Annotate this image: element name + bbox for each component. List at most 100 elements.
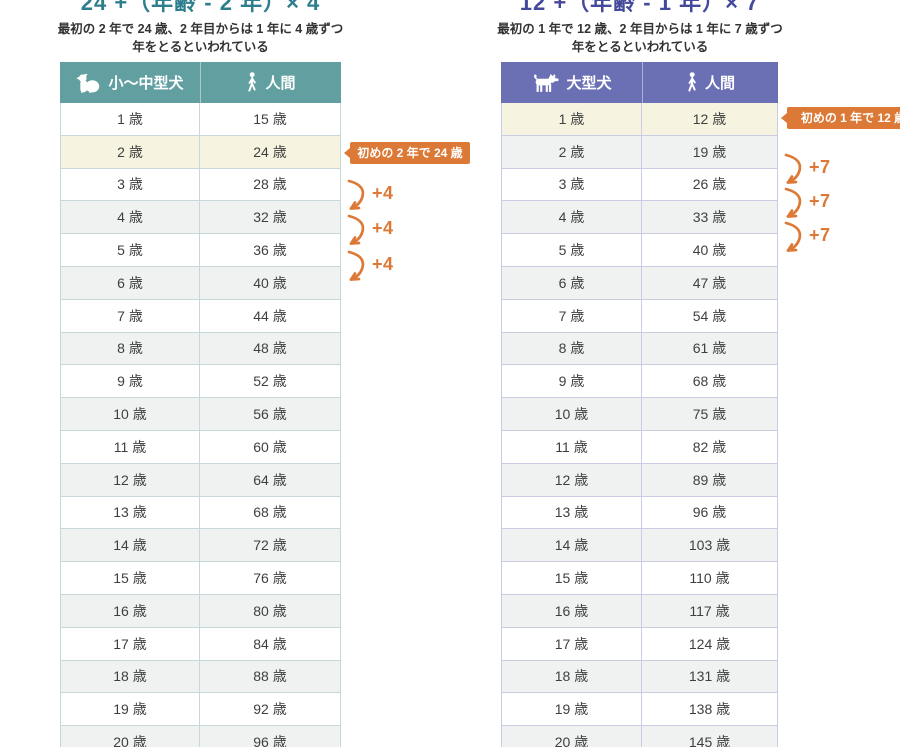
table-row: 2 歳 24 歳	[61, 135, 340, 169]
dog-age-cell: 14 歳	[61, 529, 200, 562]
table-row: 16 歳 117 歳	[502, 594, 777, 628]
table-row: 19 歳 138 歳	[502, 693, 777, 727]
human-age-cell: 138 歳	[688, 701, 731, 718]
dog-age-cell: 3 歳	[502, 168, 642, 201]
human-age-cell: 76 歳	[253, 570, 287, 587]
dog-age-cell: 3 歳	[61, 168, 200, 201]
table-row: 12 歳 64 歳	[61, 463, 340, 497]
curved-arrow-down-icon	[781, 220, 807, 254]
dog-column-label: 大型犬	[566, 75, 612, 92]
dog-age-cell: 2 歳	[502, 135, 642, 168]
dog-age-cell: 9 歳	[61, 365, 200, 398]
dog-sitting-icon	[76, 73, 101, 93]
dog-age-cell: 12 歳	[502, 463, 642, 496]
dog-age-cell: 17 歳	[502, 627, 642, 660]
human-age-cell: 88 歳	[253, 668, 287, 685]
human-age-cell: 82 歳	[692, 438, 727, 455]
dog-age-cell: 12 歳	[61, 463, 200, 496]
table-row: 13 歳 96 歳	[502, 496, 777, 530]
dog-age-cell: 19 歳	[502, 693, 642, 726]
small-dog-age-table: 小〜中型犬 人間 1 歳 15 歳 2 歳 24 歳 3 歳 28 歳 4 歳 32 歳 5 歳…	[60, 62, 341, 747]
increment-annotation: +7	[781, 186, 831, 220]
small-dog-subtitle: 最初の 2 年で 24 歳、2 年目からは 1 年に 4 歳ずつ 年をとるといわ…	[30, 21, 371, 56]
increment-label: +4	[372, 218, 394, 238]
increment-label: +7	[809, 191, 831, 211]
dog-age-cell: 5 歳	[502, 234, 642, 266]
table-row: 2 歳 19 歳	[502, 135, 777, 169]
human-age-cell: 92 歳	[253, 701, 287, 718]
human-age-cell: 47 歳	[692, 274, 727, 291]
table-body: 1 歳 12 歳 2 歳 19 歳 3 歳 26 歳 4 歳 33 歳 5 歳 40 歳 6 歳 47…	[501, 103, 778, 747]
human-age-cell: 80 歳	[253, 602, 287, 619]
table-row: 6 歳 40 歳	[61, 266, 340, 300]
walking-person-icon	[686, 72, 698, 93]
table-row: 15 歳 110 歳	[502, 562, 777, 595]
human-age-cell: 89 歳	[692, 471, 727, 488]
human-column-header: 人間	[200, 62, 341, 103]
table-row: 5 歳 36 歳	[61, 234, 340, 267]
dog-age-cell: 6 歳	[61, 266, 200, 299]
dog-age-cell: 10 歳	[61, 398, 200, 430]
table-header: 大型犬 人間	[501, 62, 778, 103]
human-age-cell: 96 歳	[253, 734, 287, 747]
human-age-cell: 145 歳	[688, 734, 731, 747]
dog-age-cell: 7 歳	[61, 299, 200, 332]
large-dog-age-table: 大型犬 人間 1 歳 12 歳 2 歳 19 歳 3 歳 26 歳 4 歳 33 歳 5 歳 40…	[501, 62, 778, 747]
table-row: 20 歳 96 歳	[61, 726, 340, 747]
dog-age-cell: 10 歳	[502, 398, 642, 430]
increment-annotation: +4	[344, 213, 394, 247]
dog-column-header: 大型犬	[501, 62, 642, 103]
large-dog-subtitle: 最初の 1 年で 12 歳、2 年目からは 1 年に 7 歳ずつ 年をとるといわ…	[470, 21, 810, 56]
dog-age-cell: 1 歳	[502, 103, 642, 135]
table-row: 11 歳 60 歳	[61, 430, 340, 464]
dog-age-cell: 16 歳	[61, 594, 200, 627]
table-row: 19 歳 92 歳	[61, 693, 340, 727]
dog-column-label: 小〜中型犬	[108, 75, 184, 92]
table-row: 6 歳 47 歳	[502, 266, 777, 300]
subtitle-line-2: 年をとるといわれている	[571, 39, 709, 54]
dog-age-cell: 11 歳	[61, 430, 200, 463]
dog-age-cell: 4 歳	[502, 201, 642, 234]
human-age-cell: 32 歳	[253, 209, 287, 226]
human-age-cell: 33 歳	[692, 209, 727, 226]
dog-age-cell: 8 歳	[61, 332, 200, 365]
table-header: 小〜中型犬 人間	[60, 62, 341, 103]
dog-column-header: 小〜中型犬	[60, 62, 200, 103]
increment-label: +7	[809, 157, 831, 177]
human-age-cell: 28 歳	[253, 176, 287, 193]
table-row: 11 歳 82 歳	[502, 430, 777, 464]
human-age-cell: 52 歳	[253, 373, 287, 390]
table-row: 16 歳 80 歳	[61, 594, 340, 628]
large-dog-formula: 12 +（年齢 - 1 年）× 7	[519, 0, 760, 15]
increment-annotation: +4	[344, 178, 394, 212]
increment-annotation: +7	[781, 220, 831, 254]
human-age-cell: 12 歳	[692, 110, 727, 127]
dog-age-cell: 18 歳	[61, 660, 200, 693]
dog-age-cell: 11 歳	[502, 430, 642, 463]
table-row: 7 歳 44 歳	[61, 299, 340, 333]
human-age-cell: 61 歳	[692, 340, 727, 357]
table-row: 8 歳 61 歳	[502, 332, 777, 366]
dog-age-cell: 19 歳	[61, 693, 200, 726]
subtitle-line-2: 年をとるといわれている	[132, 39, 269, 54]
human-age-cell: 96 歳	[692, 504, 727, 521]
curved-arrow-down-icon	[344, 213, 370, 247]
dog-age-cell: 5 歳	[61, 234, 200, 266]
human-age-cell: 103 歳	[688, 537, 731, 554]
dog-age-cell: 18 歳	[502, 660, 642, 693]
human-age-cell: 68 歳	[253, 504, 287, 521]
curved-arrow-down-icon	[344, 249, 370, 283]
human-column-label: 人間	[704, 75, 735, 92]
dog-age-cell: 20 歳	[61, 726, 200, 747]
human-age-cell: 40 歳	[692, 242, 727, 259]
table-body: 1 歳 15 歳 2 歳 24 歳 3 歳 28 歳 4 歳 32 歳 5 歳 36 歳 6 歳 40…	[60, 103, 341, 747]
small-dog-callout-badge: 初めの 2 年で 24 歳	[344, 142, 470, 164]
dog-age-cell: 1 歳	[61, 103, 200, 135]
human-age-cell: 56 歳	[253, 406, 287, 423]
dog-age-cell: 8 歳	[502, 332, 642, 365]
human-age-cell: 64 歳	[253, 471, 287, 488]
dog-age-cell: 13 歳	[61, 496, 200, 529]
table-row: 4 歳 33 歳	[502, 201, 777, 235]
table-row: 17 歳 84 歳	[61, 627, 340, 661]
human-age-cell: 84 歳	[253, 635, 287, 652]
